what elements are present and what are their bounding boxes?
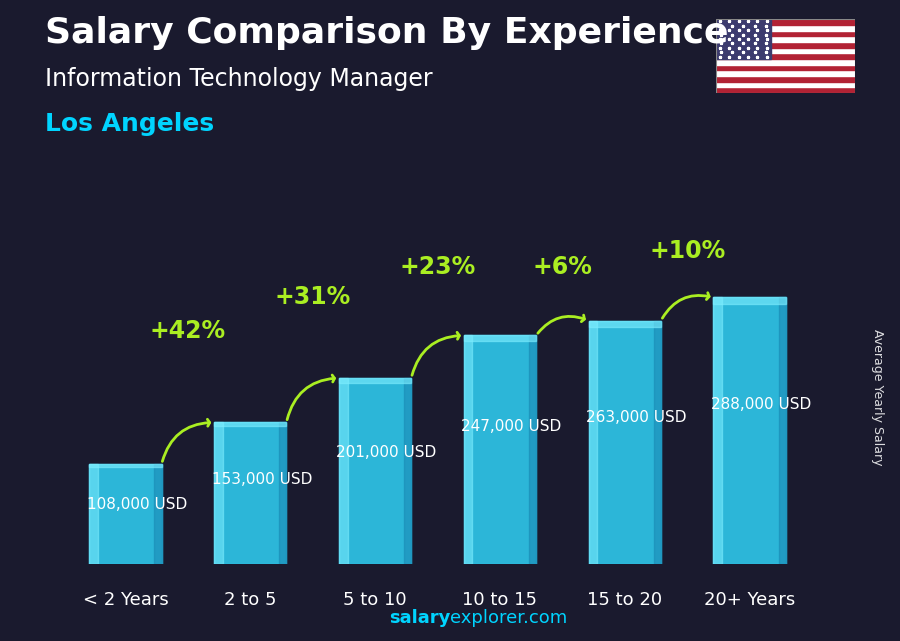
Bar [404, 378, 411, 564]
Bar [716, 47, 855, 53]
Bar [464, 335, 536, 341]
Bar [714, 297, 786, 564]
Bar [716, 65, 855, 71]
Bar [89, 464, 162, 467]
Bar [716, 37, 855, 42]
Text: Information Technology Manager: Information Technology Manager [45, 67, 433, 91]
Bar [716, 81, 855, 87]
Text: 20+ Years: 20+ Years [704, 591, 796, 609]
Text: +31%: +31% [274, 285, 351, 310]
Text: 15 to 20: 15 to 20 [587, 591, 662, 609]
Text: +23%: +23% [400, 255, 475, 279]
Text: 247,000 USD: 247,000 USD [461, 419, 562, 435]
Bar [716, 42, 855, 47]
Bar [89, 464, 162, 564]
Bar [339, 378, 411, 383]
Bar [155, 464, 162, 564]
Bar [589, 320, 661, 327]
Bar [653, 320, 661, 564]
Bar [589, 320, 598, 564]
Text: 263,000 USD: 263,000 USD [586, 410, 687, 426]
Text: 2 to 5: 2 to 5 [224, 591, 276, 609]
Text: 153,000 USD: 153,000 USD [212, 472, 312, 487]
Bar [716, 31, 855, 37]
Bar [464, 335, 472, 564]
Text: 5 to 10: 5 to 10 [343, 591, 407, 609]
Text: Los Angeles: Los Angeles [45, 112, 214, 136]
Text: 288,000 USD: 288,000 USD [711, 397, 811, 412]
Text: +10%: +10% [649, 238, 725, 263]
Text: explorer.com: explorer.com [450, 609, 567, 627]
Bar [529, 335, 536, 564]
Bar [89, 464, 98, 564]
Bar [589, 320, 661, 564]
Text: 201,000 USD: 201,000 USD [337, 445, 436, 460]
Text: +6%: +6% [533, 255, 592, 279]
Bar [214, 422, 222, 564]
Bar [716, 76, 855, 81]
Bar [714, 297, 722, 564]
Bar [214, 422, 286, 564]
Text: +42%: +42% [149, 319, 226, 343]
Text: 108,000 USD: 108,000 USD [86, 497, 187, 512]
Bar [716, 71, 855, 76]
Text: < 2 Years: < 2 Years [83, 591, 168, 609]
Bar [279, 422, 286, 564]
Bar [339, 378, 347, 564]
Bar [464, 335, 536, 564]
Bar [778, 297, 786, 564]
Text: salary: salary [389, 609, 450, 627]
Text: 10 to 15: 10 to 15 [463, 591, 537, 609]
Bar [214, 422, 286, 426]
Bar [716, 53, 855, 59]
Text: Average Yearly Salary: Average Yearly Salary [871, 329, 884, 465]
Bar [716, 87, 855, 93]
Bar [716, 19, 771, 59]
Bar [716, 59, 855, 65]
Bar [716, 25, 855, 31]
Text: Salary Comparison By Experience: Salary Comparison By Experience [45, 16, 728, 50]
Bar [714, 297, 786, 304]
Bar [716, 19, 855, 25]
Bar [339, 378, 411, 564]
